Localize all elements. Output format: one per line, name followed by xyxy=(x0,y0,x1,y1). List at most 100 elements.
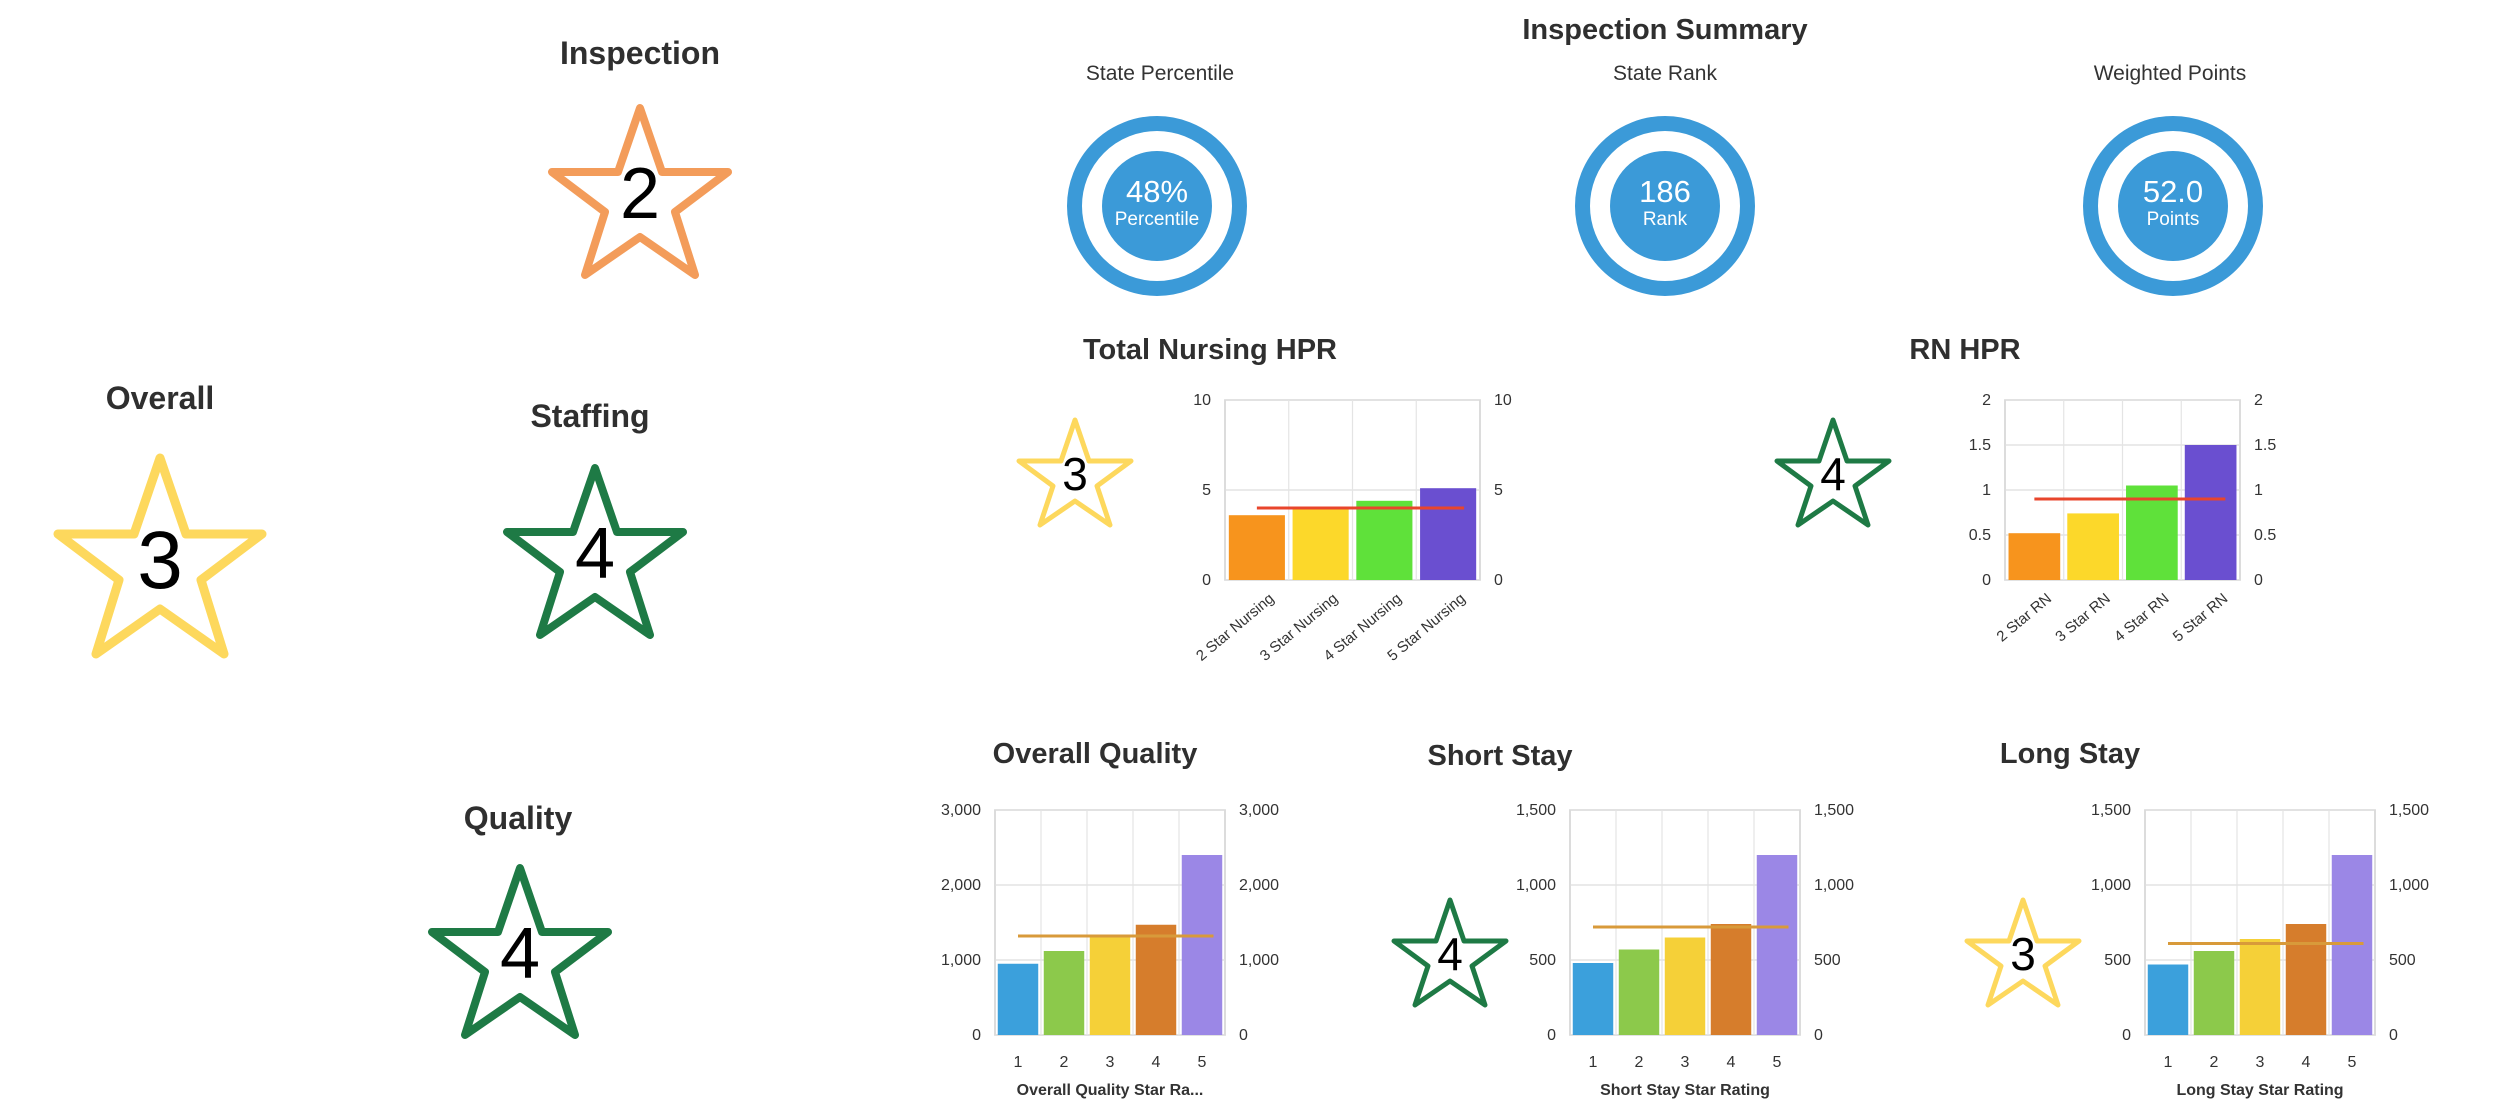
long-stay-star-icon: 3 xyxy=(1964,897,2082,1008)
x-tick-label: 2 xyxy=(1060,1054,1069,1071)
bar xyxy=(2239,939,2281,1035)
quality-star-icon: 4 xyxy=(428,864,612,1039)
long-stay-star-value: 3 xyxy=(2010,928,2036,980)
y-tick-label-left: 1,500 xyxy=(1516,802,1556,819)
overall-star-value: 3 xyxy=(137,515,183,606)
y-tick-label-right: 3,000 xyxy=(1239,802,1279,819)
x-tick-label: 5 xyxy=(1198,1054,1207,1071)
overall-quality-title: Overall Quality xyxy=(992,738,1198,770)
bar xyxy=(1710,924,1752,1035)
y-tick-label-left: 1,500 xyxy=(2091,802,2131,819)
y-tick-label-right: 0 xyxy=(1239,1027,1248,1044)
x-tick-label: 4 xyxy=(1727,1054,1736,1071)
inspection-star-icon: 2 xyxy=(548,104,732,279)
rn-star-value: 4 xyxy=(1820,448,1846,500)
bar xyxy=(2193,951,2235,1035)
x-axis-title: Overall Quality Star Ra... xyxy=(1017,1082,1204,1099)
y-tick-label-right: 0.5 xyxy=(2254,527,2276,544)
x-tick-label: 2 xyxy=(1635,1054,1644,1071)
x-axis-title: Long Stay Star Rating xyxy=(2176,1082,2343,1099)
bar xyxy=(1181,855,1223,1035)
staffing-title: Staffing xyxy=(530,398,650,434)
bar xyxy=(1135,924,1177,1035)
inspection-star-value: 2 xyxy=(620,154,660,234)
rn-hpr-chart: 0 0 0.5 0.5 1 1 1.5 1.5 2 2 2 Star RN3 Star RN4 St… xyxy=(1969,392,2277,645)
y-tick-label-left: 1,000 xyxy=(1516,877,1556,894)
short-stay-star-value: 4 xyxy=(1437,928,1463,980)
x-tick-label: 2 Star RN xyxy=(1994,590,2055,645)
x-tick-label: 3 xyxy=(1106,1054,1115,1071)
rank-gauge: 186 Rank xyxy=(1575,116,1755,296)
inspection-title: Inspection xyxy=(559,35,720,71)
y-tick-label-left: 0 xyxy=(2122,1027,2131,1044)
y-tick-label-left: 500 xyxy=(1529,952,1556,969)
y-tick-label-right: 1,000 xyxy=(2389,877,2429,894)
x-tick-label: 4 xyxy=(2302,1054,2311,1071)
bar xyxy=(2184,445,2237,580)
gauge-label-points: Weighted Points xyxy=(2093,62,2247,85)
bar xyxy=(2067,513,2119,580)
overall-quality-chart: 0 0 1,000 1,000 2,000 2,000 3,000 3,000 1 2 3 4 5 Ove… xyxy=(941,802,1279,1099)
bar xyxy=(1572,963,1614,1035)
bar xyxy=(1356,500,1413,580)
bar xyxy=(2008,533,2061,580)
y-tick-label-right: 0 xyxy=(1814,1027,1823,1044)
y-tick-label-left: 2 xyxy=(1982,392,1991,409)
y-tick-label-left: 500 xyxy=(2104,952,2131,969)
gauge-label-percentile: State Percentile xyxy=(1085,62,1235,85)
y-tick-label-left: 0 xyxy=(1547,1027,1556,1044)
y-tick-label-left: 0 xyxy=(1202,572,1211,589)
y-tick-label-right: 2,000 xyxy=(1239,877,1279,894)
y-tick-label-left: 0 xyxy=(972,1027,981,1044)
y-tick-label-left: 10 xyxy=(1193,392,1211,409)
short-stay-star-icon: 4 xyxy=(1391,897,1509,1008)
total-nursing-star-icon: 3 xyxy=(1016,417,1134,528)
bar xyxy=(1043,951,1085,1035)
y-tick-label-left: 1,000 xyxy=(941,952,981,969)
rn-star-icon: 4 xyxy=(1774,417,1892,528)
y-tick-label-right: 0 xyxy=(2389,1027,2398,1044)
x-tick-label: 1 xyxy=(2164,1054,2173,1071)
y-tick-label-left: 1 xyxy=(1982,482,1991,499)
x-tick-label: 4 Star RN xyxy=(2111,590,2172,645)
y-tick-label-left: 2,000 xyxy=(941,877,981,894)
quality-title: Quality xyxy=(463,800,573,836)
rank-value: 186 xyxy=(1639,174,1691,209)
bar xyxy=(1618,949,1660,1035)
x-tick-label: 3 xyxy=(1681,1054,1690,1071)
rn-hpr-title: RN HPR xyxy=(1909,334,2021,366)
points-unit: Points xyxy=(2146,209,2200,230)
x-tick-label: 5 xyxy=(1773,1054,1782,1071)
y-tick-label-right: 1,500 xyxy=(2389,802,2429,819)
y-tick-label-right: 10 xyxy=(1494,392,1512,409)
staffing-star-icon: 4 xyxy=(503,464,687,639)
x-tick-label: 3 xyxy=(2256,1054,2265,1071)
overall-title: Overall xyxy=(105,380,215,416)
bar xyxy=(1228,515,1285,580)
y-tick-label-right: 1,000 xyxy=(1239,952,1279,969)
points-value: 52.0 xyxy=(2142,174,2204,209)
bar xyxy=(2147,964,2189,1035)
percentile-gauge: 48% Percentile xyxy=(1067,116,1247,296)
y-tick-label-right: 0 xyxy=(2254,572,2263,589)
x-tick-label: 1 xyxy=(1014,1054,1023,1071)
gauge-label-rank: State Rank xyxy=(1613,62,1717,85)
y-tick-label-left: 5 xyxy=(1202,482,1211,499)
x-tick-label: 3 Star RN xyxy=(2052,590,2113,645)
bar xyxy=(2285,924,2327,1035)
rank-unit: Rank xyxy=(1642,209,1688,230)
x-tick-label: 5 xyxy=(2348,1054,2357,1071)
short-stay-title: Short Stay xyxy=(1427,740,1573,772)
quality-star-value: 4 xyxy=(500,914,540,994)
bar xyxy=(1756,855,1798,1035)
total-nursing-title: Total Nursing HPR xyxy=(1082,334,1338,366)
x-tick-label: 5 Star RN xyxy=(2170,590,2231,645)
y-tick-label-left: 0 xyxy=(1982,572,1991,589)
long-stay-chart: 0 0 500 500 1,000 1,000 1,500 1,500 1 2 3 4 5 Long St… xyxy=(2091,802,2429,1099)
percentile-value: 48% xyxy=(1125,174,1189,209)
y-tick-label-right: 0 xyxy=(1494,572,1503,589)
bar xyxy=(997,963,1039,1035)
bar xyxy=(1420,488,1477,580)
